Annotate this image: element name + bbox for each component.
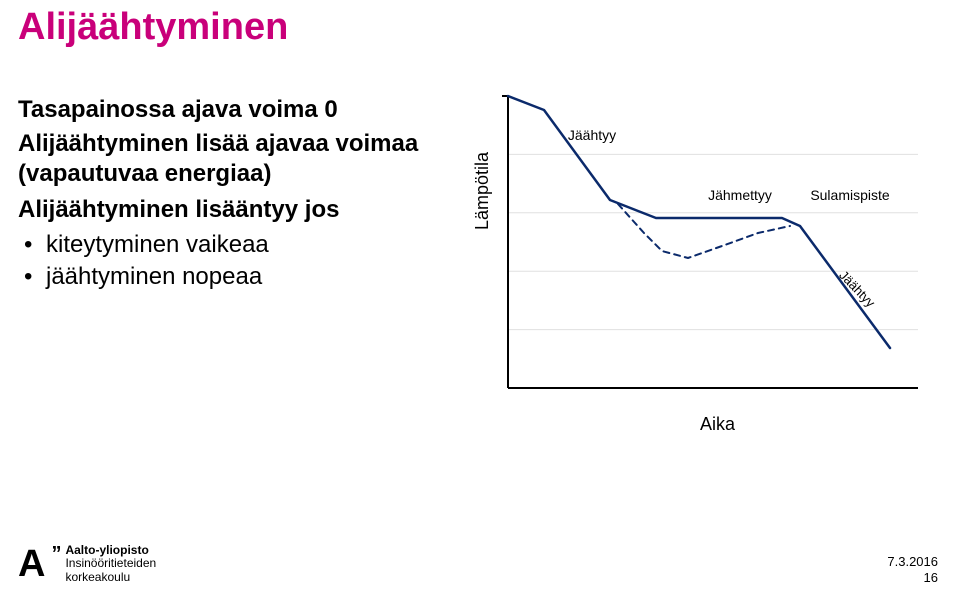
- chart-label: Sulamispiste: [810, 187, 890, 203]
- chart-svg: JäähtyyJähmettyySulamispisteJäähtyy: [472, 88, 928, 398]
- chart-y-axis-label: Lämpötila: [472, 152, 493, 230]
- faculty-line-1: Insinööritieteiden: [65, 557, 156, 571]
- bullet-2: jäähtyminen nopeaa: [18, 261, 458, 293]
- paragraph-2: Alijäähtyminen lisää ajavaa voimaa (vapa…: [18, 129, 458, 189]
- paragraph-3: Alijäähtyminen lisääntyy jos: [18, 195, 458, 225]
- cooling-chart: JäähtyyJähmettyySulamispisteJäähtyy: [472, 88, 928, 418]
- bullet-1: kiteytyminen vaikeaa: [18, 229, 458, 261]
- slide: Alijäähtyminen Tasapainossa ajava voima …: [0, 0, 960, 599]
- slide-number: 16: [924, 570, 938, 585]
- body-text: Tasapainossa ajava voima 0 Alijäähtymine…: [18, 95, 458, 294]
- chart-label: Jähmettyy: [708, 187, 772, 203]
- chart-label: Jäähtyy: [568, 127, 616, 143]
- paragraph-1: Tasapainossa ajava voima 0: [18, 95, 458, 125]
- logo-quotes-icon: ”: [51, 545, 61, 563]
- logo-letter: A: [18, 543, 45, 585]
- slide-date: 7.3.2016: [887, 554, 938, 569]
- bullet-list: kiteytyminen vaikeaa jäähtyminen nopeaa: [18, 229, 458, 294]
- aalto-logo-icon: A ”: [18, 547, 55, 581]
- footer-text: Aalto-yliopisto Insinööritieteiden korke…: [65, 544, 156, 585]
- footer-logo-block: A ” Aalto-yliopisto Insinööritieteiden k…: [18, 544, 156, 585]
- university-name: Aalto-yliopisto: [65, 544, 156, 558]
- faculty-line-2: korkeakoulu: [65, 571, 156, 585]
- chart-x-axis-label: Aika: [700, 414, 735, 435]
- slide-title: Alijäähtyminen: [18, 6, 288, 49]
- series-solid-cooling: [508, 96, 890, 348]
